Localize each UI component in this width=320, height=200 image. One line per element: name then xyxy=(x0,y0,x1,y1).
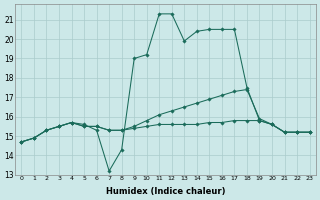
X-axis label: Humidex (Indice chaleur): Humidex (Indice chaleur) xyxy=(106,187,225,196)
